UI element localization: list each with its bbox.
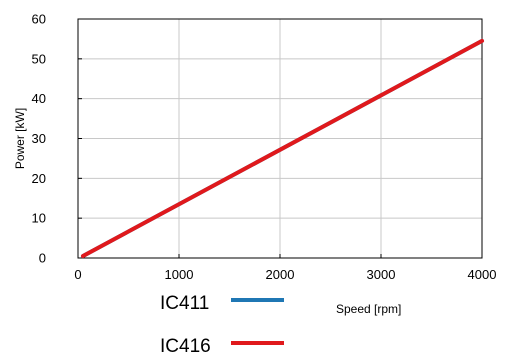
y-tick-label: 40 [32, 91, 46, 106]
x-tick-label: 3000 [367, 267, 396, 282]
y-tick-label: 60 [32, 12, 46, 27]
y-tick-label: 20 [32, 171, 46, 186]
x-axis-label: Speed [rpm] [336, 302, 401, 316]
y-tick-label: 50 [32, 51, 46, 66]
y-axis-ticks: 0 10 20 30 40 50 60 [32, 12, 82, 266]
series-line-ic416 [81, 38, 484, 258]
x-tick-label: 1000 [165, 267, 194, 282]
x-tick-label: 2000 [266, 267, 295, 282]
series-lines [81, 38, 484, 258]
x-tick-label: 4000 [468, 267, 497, 282]
grid-lines [77, 18, 483, 259]
legend-label-ic411: IC411 [160, 293, 209, 314]
y-tick-label: 0 [39, 251, 46, 266]
y-tick-label: 30 [32, 131, 46, 146]
y-tick-label: 10 [32, 211, 46, 226]
x-tick-label: 0 [74, 267, 81, 282]
y-axis-label: Power [kW] [13, 108, 27, 169]
legend-label-ic416: IC416 [160, 336, 211, 357]
x-axis-ticks: 0 1000 2000 3000 4000 [74, 254, 496, 282]
legend: IC411 IC416 [160, 293, 284, 357]
